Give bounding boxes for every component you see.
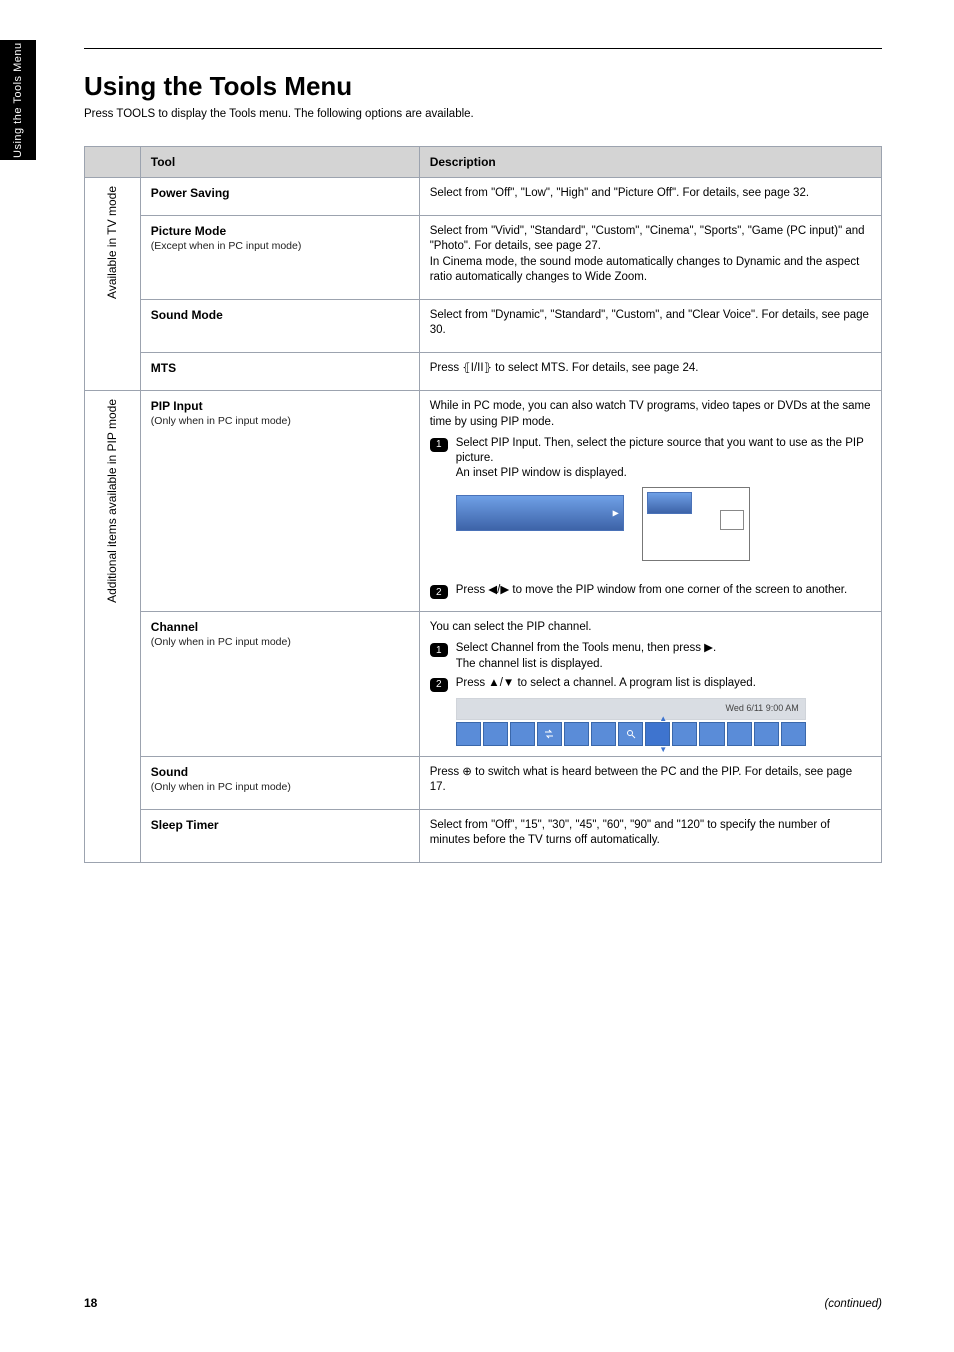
frame [456,722,481,746]
tool-mts: MTS [140,353,419,391]
marker-down-icon: ▼ [659,745,667,754]
th-description: Description [419,147,881,178]
step-badge-1b: 1 [430,643,448,657]
frame [781,722,806,746]
page-subtitle: Press TOOLS to display the Tools menu. T… [84,108,882,120]
group-tv-mode: Available in TV mode [85,178,141,391]
tool-sleep-timer: Sleep Timer [140,810,419,863]
frame-search-icon [618,722,643,746]
desc-power-saving: Select from "Off", "Low", "High" and "Pi… [419,178,881,216]
top-rule [84,48,882,49]
desc-sleep-timer: Select from "Off", "15", "30", "45", "60… [419,810,881,863]
frame [483,722,508,746]
frame [699,722,724,746]
frame-swap-icon [537,722,562,746]
tool-sound: Sound (Only when in PC input mode) [140,756,419,809]
step-badge-1: 1 [430,438,448,452]
desc-picture-mode: Select from "Vivid", "Standard", "Custom… [419,216,881,300]
marker-up-icon: ▲ [659,714,667,723]
page-number: 18 [84,1296,97,1310]
step-1b: 1 Select Channel from the Tools menu, th… [430,641,871,671]
tool-picture-mode: Picture Mode (Except when in PC input mo… [140,216,419,300]
timeline-label: Wed 6/11 9:00 AM [726,703,799,713]
frame [564,722,589,746]
desc-channel: You can select the PIP channel. 1 Select… [419,612,881,757]
pip-window-frame [642,487,750,561]
pip-main-bar: ▶ [456,495,624,531]
frame [591,722,616,746]
pip-nested-inset [720,510,744,530]
timeline-header: Wed 6/11 9:00 AM [456,698,806,720]
desc-sound-mode: Select from "Dynamic", "Standard", "Cust… [419,299,881,352]
frame [672,722,697,746]
tools-table: Tool Description Available in TV mode Po… [84,146,882,863]
th-tool: Tool [140,147,419,178]
frame [754,722,779,746]
desc-mts: Press ⦃I/II⦄ to select MTS. For details,… [419,353,881,391]
desc-pip-input: While in PC mode, you can also watch TV … [419,391,881,612]
frame [510,722,535,746]
timeline-frames: ▲ ▼ [456,722,806,746]
frame-selected: ▲ ▼ [645,722,670,746]
group-pip-mode: Additional items available in PIP mode [85,391,141,863]
step-1: 1 Select PIP Input. Then, select the pic… [430,436,871,482]
step-badge-2: 2 [430,585,448,599]
page-title: Using the Tools Menu [84,71,882,102]
tool-pip-input: PIP Input (Only when in PC input mode) [140,391,419,612]
side-tab: Using the Tools Menu [0,40,36,160]
pip-diagram: ▶ [456,487,776,579]
page: Using the Tools Menu Using the Tools Men… [0,0,954,1352]
continued-label: (continued) [824,1298,882,1310]
channel-timeline: Wed 6/11 9:00 AM ▲ ▼ [456,698,871,746]
frame [727,722,752,746]
tool-sound-mode: Sound Mode [140,299,419,352]
step-2b: 2 Press ▲/▼ to select a channel. A progr… [430,676,871,692]
tool-channel: Channel (Only when in PC input mode) [140,612,419,757]
step-2: 2 Press ◀/▶ to move the PIP window from … [430,583,871,599]
tool-power-saving: Power Saving [140,178,419,216]
pip-nested-main [647,492,692,514]
desc-sound: Press ⊕ to switch what is heard between … [419,756,881,809]
step-badge-2b: 2 [430,678,448,692]
th-blank [85,147,141,178]
